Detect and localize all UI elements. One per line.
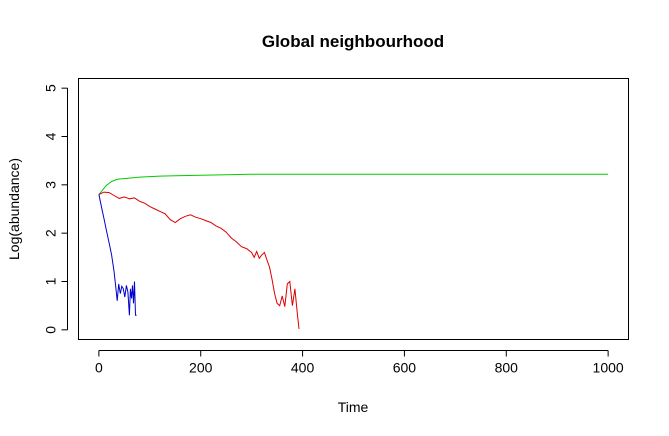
x-tick-label: 800: [495, 360, 519, 376]
x-tick-label: 1000: [593, 360, 624, 376]
plot-area-frame: [78, 78, 629, 340]
x-axis: 0 200 400 600 800 1000: [95, 350, 624, 376]
x-axis-label: Time: [338, 399, 369, 415]
series-line-1: [98, 173, 609, 195]
y-axis: 0 1 2 3 4 5: [43, 84, 68, 334]
x-tick-label: 0: [95, 360, 103, 376]
series-line-3: [98, 194, 137, 316]
y-tick-label: 4: [43, 132, 59, 140]
y-axis-label: Log(abundance): [6, 158, 22, 260]
x-tick-label: 600: [393, 360, 417, 376]
chart-title: Global neighbourhood: [262, 32, 444, 51]
y-tick-label: 1: [43, 277, 59, 285]
y-tick-label: 5: [43, 84, 59, 92]
y-tick-label: 3: [43, 181, 59, 189]
series-line-2: [98, 191, 300, 329]
series-layer: [98, 173, 609, 329]
y-tick-label: 2: [43, 229, 59, 237]
x-tick-label: 400: [291, 360, 315, 376]
y-tick-label: 0: [43, 326, 59, 334]
x-tick-label: 200: [189, 360, 213, 376]
